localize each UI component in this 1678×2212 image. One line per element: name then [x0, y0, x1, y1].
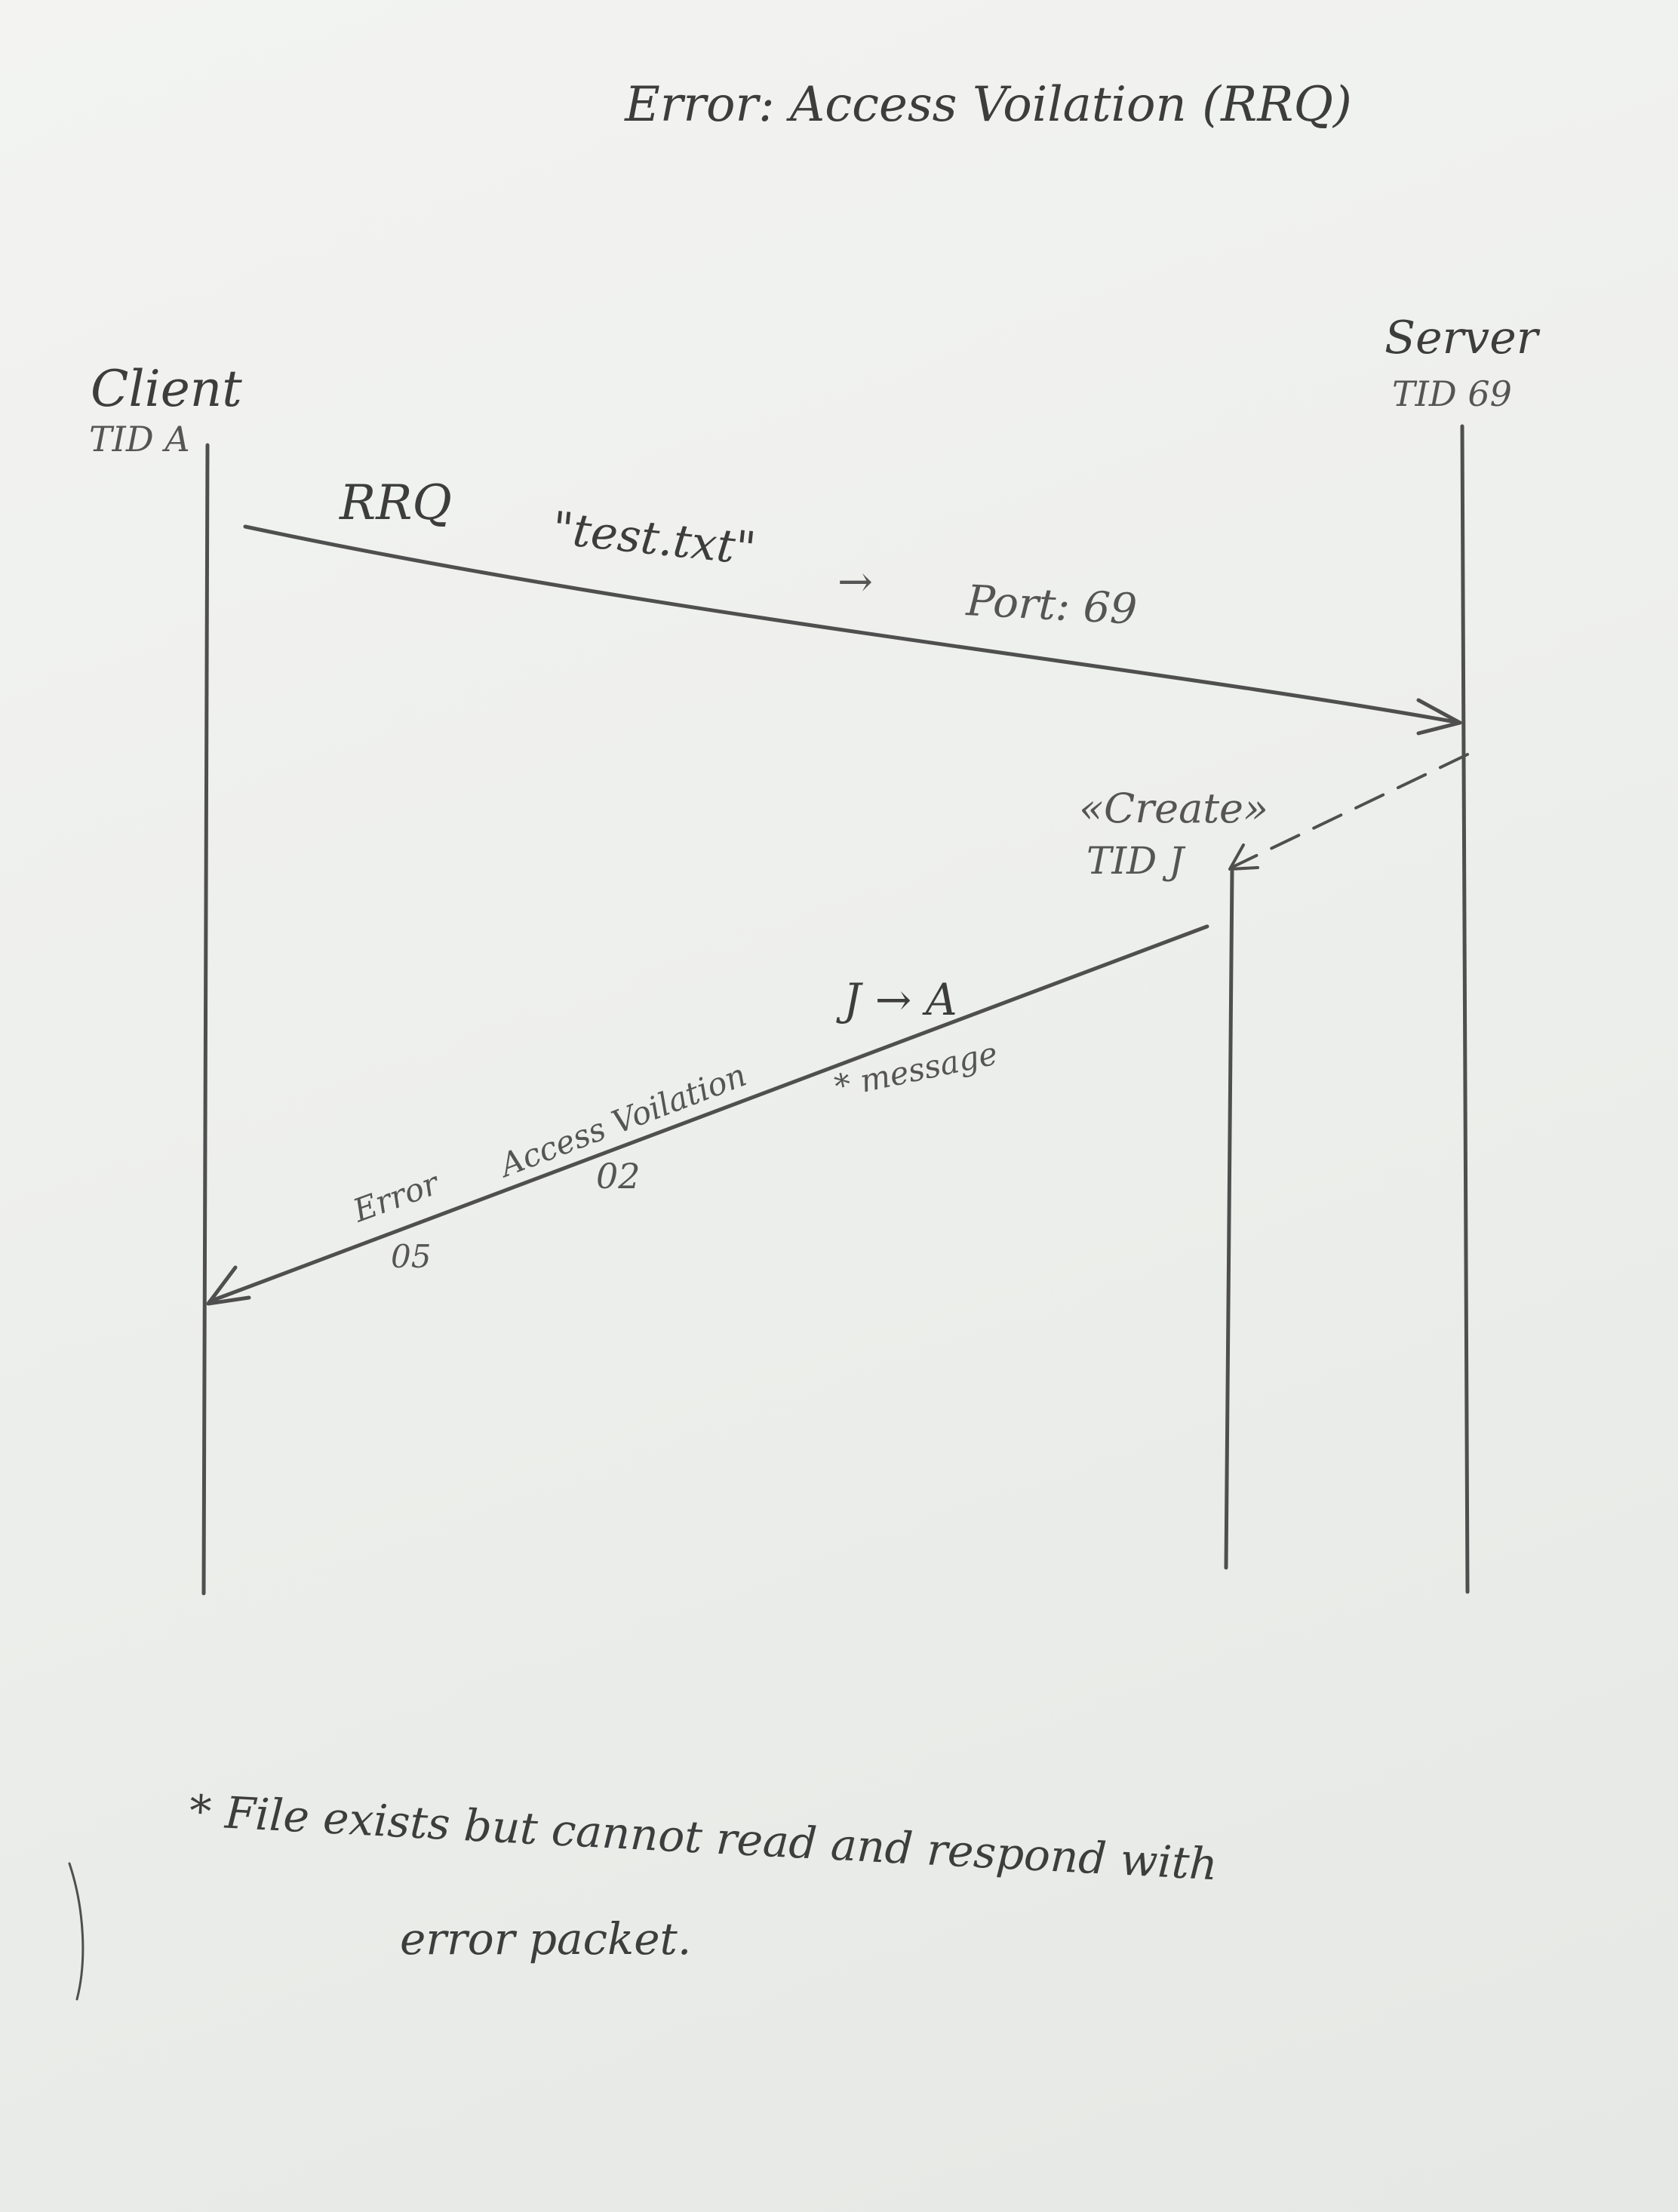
error-arrowhead [206, 1265, 251, 1306]
diagram-title: Error: Access Voilation (RRQ) [624, 77, 1352, 133]
rrq-port: Port: 69 [964, 576, 1138, 634]
client-lifeline [201, 443, 210, 1596]
rrq-message-line [243, 524, 1462, 725]
create-arrowhead [1228, 843, 1259, 871]
port-arrow: → [837, 558, 873, 607]
error-message-line [207, 924, 1209, 1304]
server-lifeline [1460, 424, 1470, 1594]
client-name: Client [91, 360, 242, 418]
error-opcode-value: 05 [391, 1238, 431, 1275]
rrq-filename: "test.txt" [549, 502, 758, 576]
footnote-line-1: * File exists but cannot read and respon… [188, 1785, 1219, 1890]
server-name: Server [1385, 312, 1541, 364]
rrq-label: RRQ [339, 475, 452, 531]
stray-pencil-mark [68, 1862, 85, 2001]
footnote-line-2: error packet. [400, 1913, 691, 1965]
error-code-value: 02 [596, 1156, 641, 1197]
create-message-line [1230, 753, 1469, 869]
tid-j-lifeline [1224, 869, 1234, 1570]
rrq-arrowhead [1416, 698, 1462, 736]
created-stereotype: «Create» [1079, 785, 1268, 832]
error-message-note: * message [831, 1034, 1000, 1104]
server-tid: TID 69 [1392, 373, 1512, 414]
created-tid: TID J [1086, 839, 1186, 883]
error-tid-route: J → A [836, 974, 957, 1025]
client-tid: TID A [89, 419, 190, 459]
